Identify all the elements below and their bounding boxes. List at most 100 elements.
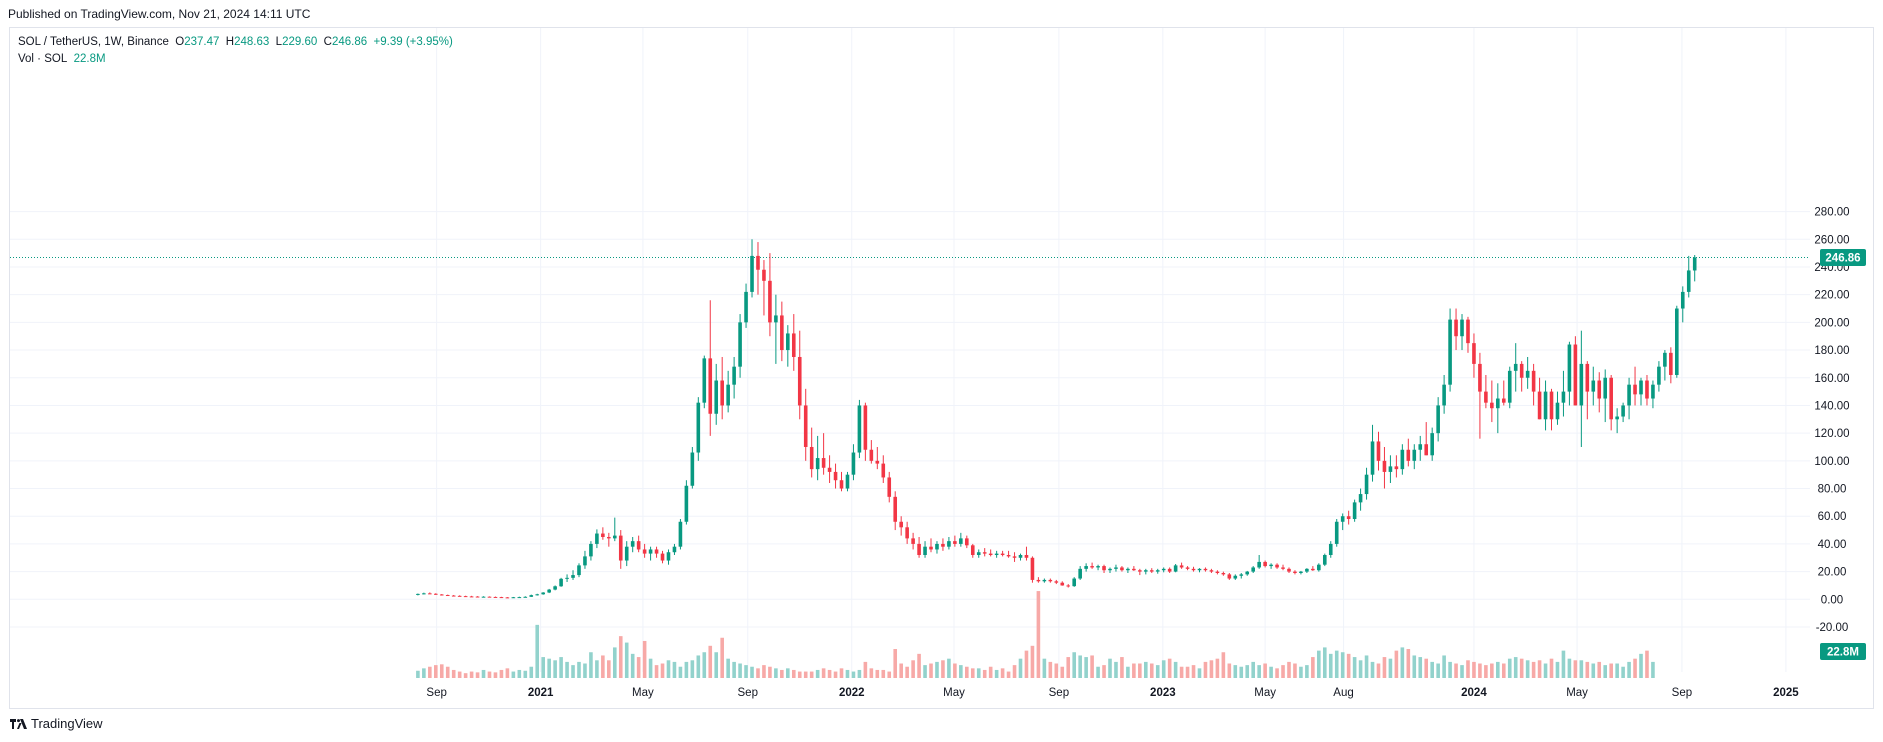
volume-label[interactable]: Vol · SOL bbox=[18, 53, 68, 65]
volume-bar bbox=[1549, 658, 1554, 678]
candle-body bbox=[762, 269, 766, 281]
time-axis: Sep 2021 May Sep 2022 May Sep 2023 May Aug 2024 May… bbox=[426, 687, 1799, 699]
candle-body bbox=[517, 597, 522, 599]
candle-body bbox=[923, 546, 927, 555]
candle-body bbox=[660, 553, 665, 561]
volume-bar bbox=[1442, 655, 1446, 678]
candle-body bbox=[1418, 444, 1423, 450]
candle-body bbox=[475, 596, 480, 598]
candle-body bbox=[1549, 391, 1554, 420]
volume-bar bbox=[1597, 661, 1602, 678]
candle-body bbox=[422, 593, 426, 595]
volume-bar bbox=[1209, 660, 1214, 678]
volume-bar bbox=[857, 669, 862, 678]
volume-bar bbox=[1609, 663, 1613, 678]
volume-bar bbox=[797, 671, 802, 678]
candle-body bbox=[976, 552, 981, 555]
volume-bar bbox=[1269, 666, 1273, 678]
volume-bar bbox=[1490, 663, 1494, 678]
candle-body bbox=[1567, 344, 1572, 392]
candle-body bbox=[1048, 579, 1053, 582]
candle-body bbox=[642, 549, 647, 554]
candle-body bbox=[803, 405, 808, 447]
volume-bar bbox=[738, 663, 742, 678]
candle-body bbox=[1466, 319, 1470, 344]
candle-body bbox=[618, 535, 623, 561]
volume-bar bbox=[1436, 663, 1440, 678]
candle-body bbox=[1245, 571, 1250, 575]
volume-bar bbox=[654, 665, 659, 678]
candle-body bbox=[959, 538, 963, 544]
volume-bar bbox=[463, 673, 468, 678]
time-tick-label: Aug bbox=[1333, 687, 1353, 699]
volume-bar bbox=[487, 671, 492, 678]
candle-body bbox=[1579, 363, 1584, 406]
volume-bar bbox=[511, 671, 516, 678]
candle-body bbox=[601, 533, 605, 537]
volume-bar bbox=[1603, 665, 1608, 678]
volume-bar bbox=[1496, 661, 1500, 678]
candle-body bbox=[780, 315, 784, 351]
candle-body bbox=[839, 480, 844, 489]
candle-body bbox=[469, 596, 474, 598]
candle-body bbox=[1299, 571, 1303, 573]
candle-body bbox=[1651, 384, 1655, 399]
volume-bar bbox=[690, 660, 695, 678]
candle-body bbox=[988, 553, 993, 555]
volume-bar bbox=[1000, 668, 1005, 678]
volume-bar bbox=[1615, 663, 1619, 678]
candle-body bbox=[1382, 460, 1387, 472]
volume-bar bbox=[505, 668, 510, 678]
volume-bar bbox=[720, 637, 724, 678]
volume-bar bbox=[445, 666, 450, 678]
symbol-label[interactable]: SOL / TetherUS, 1W, Binance bbox=[18, 36, 169, 48]
volume-bar bbox=[1388, 658, 1393, 678]
candle-body bbox=[1531, 370, 1536, 392]
volume-value: 22.8M bbox=[73, 53, 106, 65]
candle-body bbox=[708, 358, 713, 414]
candle-body bbox=[786, 333, 790, 351]
candle-body bbox=[428, 593, 432, 595]
chart-frame[interactable] bbox=[9, 27, 1874, 709]
volume-value-tag: 22.8M bbox=[1827, 647, 1859, 659]
candle-body bbox=[1675, 308, 1679, 375]
chart-legend: SOL / TetherUS, 1W, Binance O237.47 H248… bbox=[18, 34, 453, 68]
candle-body bbox=[559, 578, 563, 587]
volume-bar bbox=[970, 668, 975, 678]
candle-body bbox=[1197, 568, 1202, 571]
candle-body bbox=[774, 315, 778, 323]
volume-bar bbox=[624, 642, 629, 678]
candle-body bbox=[1317, 564, 1321, 571]
tradingview-footer[interactable]: TradingView bbox=[10, 716, 103, 731]
candle-body bbox=[1030, 557, 1035, 580]
price-tick-label: 60.00 bbox=[1818, 511, 1847, 523]
volume-bar bbox=[1448, 661, 1452, 678]
candle-body bbox=[1561, 391, 1566, 403]
volume-bar bbox=[803, 671, 808, 678]
candle-body bbox=[607, 536, 611, 539]
candle-body bbox=[1388, 466, 1393, 472]
candle-body bbox=[1364, 474, 1369, 495]
volume-bar bbox=[756, 668, 760, 678]
candle-body bbox=[947, 541, 951, 547]
published-caption: Published on TradingView.com, Nov 21, 20… bbox=[8, 7, 311, 21]
volume-bar bbox=[982, 669, 987, 678]
candle-body bbox=[1305, 568, 1309, 572]
candle-body bbox=[732, 366, 736, 385]
volume-bar bbox=[1155, 665, 1160, 678]
volume-bar bbox=[1024, 650, 1029, 678]
candle-body bbox=[1167, 568, 1172, 572]
candle-body bbox=[935, 543, 939, 550]
candle-body bbox=[738, 322, 742, 367]
volume-bar bbox=[535, 624, 540, 678]
volume-bar bbox=[684, 661, 689, 678]
candle-body bbox=[1322, 554, 1327, 565]
candle-body bbox=[929, 546, 933, 550]
candle-body bbox=[815, 458, 820, 470]
volume-bar bbox=[899, 663, 903, 678]
volume-legend-row: Vol · SOL 22.8M bbox=[18, 51, 453, 68]
volume-bar bbox=[481, 669, 486, 678]
candle-body bbox=[1686, 270, 1691, 292]
volume-bar bbox=[1454, 663, 1458, 678]
